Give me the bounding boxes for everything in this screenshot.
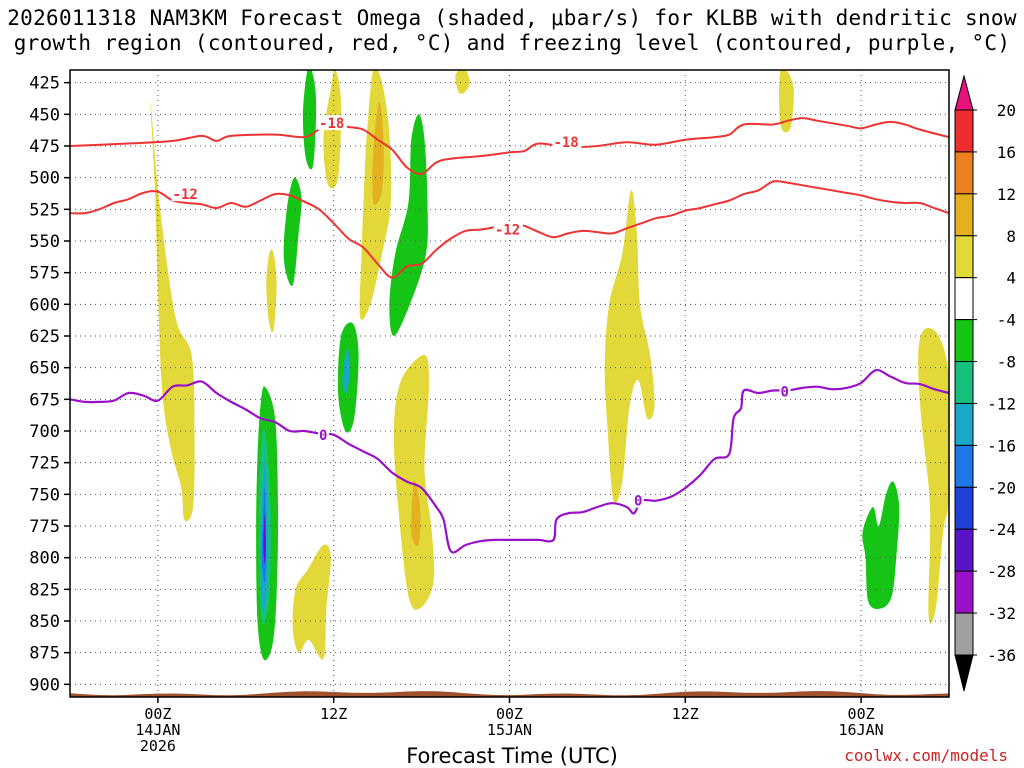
y-tick-label: 725 [29,454,60,474]
colorbar-bin [954,486,974,530]
colorbar-label: -36 [987,646,1016,665]
y-tick-label: 825 [29,580,60,600]
colorbar-bin [954,277,974,321]
colorbar-bottom-arrow [954,654,974,692]
colorbar-bin [954,235,974,279]
omega-region-positive-upper-525-mid [604,190,655,504]
colorbar-bin [954,109,974,153]
colorbar-label: -4 [997,311,1016,330]
colorbar-label: 4 [1006,269,1016,288]
y-tick-label: 525 [29,200,60,220]
y-tick-label: 475 [29,137,60,157]
omega-region-positive-top-middle [455,70,470,94]
y-tick-label: 450 [29,105,60,125]
y-tick-label: 500 [29,169,60,189]
contour-label-freezing-level: 0 [634,494,642,510]
y-tick-label: 750 [29,485,60,505]
contour-label-bg [171,186,201,202]
contour-dgz-top [70,117,949,176]
omega-region-negative-tall-column [389,114,428,336]
y-tick-label: 600 [29,295,60,315]
colorbar: 20 16 12 8 4 -4 -8 -12 -16 -20 -24 -28 -32 -36 [954,74,1016,692]
colorbar-label: -28 [987,562,1016,581]
plot-area: -18 -18 -12 -12 0 0 0 [70,70,949,697]
y-tick-label: 700 [29,422,60,442]
colorbar-label: -8 [997,353,1016,372]
colorbar-label: -24 [987,520,1016,539]
colorbar-bin [954,361,974,404]
x-tick-label: 00Z 15JAN [486,705,533,739]
plot-background [70,70,949,697]
x-tick-label: 12Z [671,705,699,723]
omega-region-positive-early-column [150,101,195,522]
omega-region-positive-plume-core [372,101,384,206]
colorbar-bin [954,193,974,237]
x-axis-label: Forecast Time (UTC) [406,744,618,768]
contour-label-bg [633,492,645,508]
omega-region-positive-middle [393,354,435,610]
omega-region-negative-650-core [342,348,350,394]
y-tick-label: 875 [29,644,60,664]
colorbar-bin [954,319,974,363]
colorbar-label: -16 [987,436,1016,455]
y-tick-label: 800 [29,549,60,569]
contour-label-bg [318,115,348,131]
contour-label-freezing-level: 0 [781,385,789,401]
contour-label-bg [493,221,523,237]
colorbar-label: 12 [997,185,1016,204]
contour-label-dgz-bottom: -12 [495,223,520,239]
contour-label-dgz-top: -18 [319,116,344,132]
colorbar-label: -20 [987,478,1016,497]
colorbar-top-arrow [954,74,974,111]
omega-region-positive-middle-core [411,481,421,547]
site-credit: coolwx.com/models [844,746,1008,765]
terrain-ground [70,691,949,697]
omega-region-positive-right-edge [918,328,949,624]
contour-label-dgz-bottom: -12 [173,187,198,203]
colorbar-bin [954,151,974,195]
colorbar-label: 16 [997,143,1016,162]
omega-region-positive-small-600 [266,249,277,333]
colorbar-bin [954,444,974,488]
contour-label-dgz-top: -18 [553,135,578,151]
colorbar-label: 8 [1006,227,1016,246]
chart-title-line-1: 2026011318 NAM3KM Forecast Omega (shaded… [7,6,1017,30]
colorbar-bin [954,612,974,656]
omega-region-positive-low-left [292,544,331,660]
x-tick-label: 00Z 16JAN [838,705,884,739]
y-tick-label: 625 [29,327,60,347]
x-tick-label: 12Z [320,705,348,723]
omega-region-negative-diagonal-525 [283,177,302,286]
y-tick-label: 675 [29,390,60,410]
colorbar-label: -12 [987,394,1016,413]
y-tick-label: 650 [29,359,60,379]
y-tick-label: 550 [29,232,60,252]
x-tick-label: 00Z 14JAN 2026 [135,705,181,755]
y-tick-label: 775 [29,517,60,537]
colorbar-label: -32 [987,604,1016,623]
y-tick-label: 425 [29,74,60,94]
contour-label-bg [318,426,330,442]
colorbar-label: 20 [997,101,1016,120]
contour-label-freezing-level: 0 [319,428,327,444]
contour-label-bg [552,134,582,150]
omega-region-negative-narrow-upper [302,70,317,170]
omega-region-negative-low-right [862,481,900,610]
colorbar-bin [954,402,974,446]
y-tick-label: 575 [29,264,60,284]
y-tick-label: 850 [29,612,60,632]
chart-title-line-2: growth region (contoured, red, °C) and f… [13,31,1011,55]
colorbar-bin [954,528,974,572]
colorbar-bin [954,570,974,614]
omega-region-positive-top-right [779,70,794,133]
y-tick-label: 900 [29,675,60,695]
contour-label-bg [779,383,791,399]
